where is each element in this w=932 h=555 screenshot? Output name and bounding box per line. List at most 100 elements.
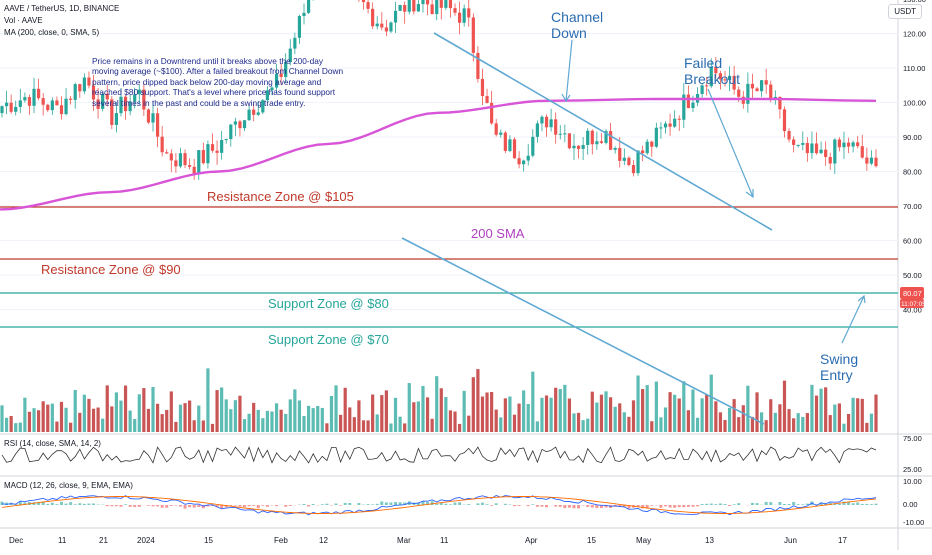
macd-bar <box>788 504 791 505</box>
candle-body <box>380 24 383 28</box>
volume-bar <box>728 408 731 432</box>
macd-bar <box>559 505 562 507</box>
macd-bar <box>261 505 264 506</box>
macd-label: MACD (12, 26, close, 9, EMA, EMA) <box>4 481 133 490</box>
macd-bar <box>303 504 306 505</box>
candle-body <box>582 145 585 149</box>
candle-body <box>481 79 484 96</box>
volume-bar <box>302 416 305 432</box>
volume-bar <box>371 394 374 432</box>
time-tick: 21 <box>99 536 108 545</box>
candle-body <box>453 8 456 13</box>
macd-bar <box>838 504 841 505</box>
macd-bar <box>83 504 86 505</box>
candle-body <box>787 131 790 139</box>
candle-body <box>46 105 49 110</box>
macd-bar <box>481 503 484 505</box>
candle-body <box>161 137 164 153</box>
volume-bar <box>513 415 516 432</box>
volume-bar <box>778 404 781 432</box>
macd-bar <box>161 505 164 508</box>
volume-bar <box>696 418 699 432</box>
volume-bar <box>568 399 571 432</box>
volume-bar <box>5 418 8 432</box>
volume-bar <box>307 406 310 432</box>
candle-body <box>476 53 479 79</box>
candle-body <box>238 121 241 128</box>
candle-body <box>463 8 466 22</box>
candle-body <box>678 119 681 120</box>
macd-bar <box>46 504 49 505</box>
volume-bar <box>636 376 639 432</box>
volume-bar <box>188 401 191 432</box>
volume-bar <box>133 419 136 432</box>
macd-bar <box>257 505 260 508</box>
volume-bar <box>559 389 562 432</box>
macd-bar <box>60 502 63 505</box>
candle-body <box>842 143 845 148</box>
macd-bar <box>449 504 452 505</box>
volume-bar <box>673 395 676 432</box>
volume-bar <box>522 390 525 432</box>
candle-body <box>517 158 520 164</box>
candle-body <box>408 0 411 12</box>
candle-body <box>14 107 17 112</box>
macd-bar <box>87 504 90 505</box>
macd-bar <box>321 504 324 505</box>
volume-bar <box>298 400 301 432</box>
candle-body <box>550 119 553 127</box>
candle-body <box>87 77 90 85</box>
price-tick: 70.00 <box>903 202 922 211</box>
candle-body <box>755 88 758 91</box>
ma-legend: MA (200, close, 0, SMA, 5) <box>4 27 99 38</box>
volume-bar <box>801 417 804 432</box>
candle-body <box>545 117 548 127</box>
candle-body <box>646 142 649 154</box>
candle-body <box>472 17 475 52</box>
volume-bar <box>69 423 72 432</box>
macd-bar <box>723 504 726 505</box>
macd-bar <box>737 503 740 505</box>
macd-bar <box>174 505 177 506</box>
rsi-tick-25: 25.00 <box>903 465 922 474</box>
volume-bar <box>806 413 809 432</box>
swing-entry-text-2: Entry <box>820 367 853 383</box>
volume-bar <box>138 394 141 432</box>
volume-bar <box>64 408 67 432</box>
volume-bar <box>819 389 822 432</box>
macd-bar <box>875 504 878 505</box>
time-tick: 15 <box>204 536 213 545</box>
volume-bar <box>431 419 434 432</box>
macd-bar <box>545 505 548 507</box>
volume-bar <box>28 412 31 432</box>
volume-bar <box>78 413 81 432</box>
candle-body <box>0 106 3 113</box>
candle-body <box>69 99 72 100</box>
volume-bar <box>554 388 557 432</box>
macd-bar <box>371 504 374 505</box>
candle-body <box>806 143 809 153</box>
candle-body <box>618 148 621 161</box>
macd-bar <box>284 505 287 507</box>
candle-body <box>399 5 402 11</box>
macd-bar <box>733 504 736 505</box>
macd-bar <box>65 504 68 505</box>
macd-bar <box>234 505 237 506</box>
macd-bar <box>348 503 351 505</box>
macd-bar <box>74 504 77 505</box>
volume-bar <box>769 399 772 432</box>
currency-button[interactable]: USDT <box>888 4 922 19</box>
volume-bar <box>147 409 150 432</box>
volume-bar <box>110 406 113 432</box>
candle-body <box>865 158 868 164</box>
macd-bar <box>797 504 800 505</box>
macd-bar <box>129 505 132 507</box>
volume-bar <box>179 405 182 432</box>
candle-body <box>691 103 694 108</box>
resistance-90-label: Resistance Zone @ $90 <box>41 262 181 277</box>
symbol-line: AAVE / TetherUS, 1D, BINANCE <box>4 3 119 14</box>
volume-bar <box>353 417 356 432</box>
volume-bar <box>504 398 507 432</box>
macd-bar <box>289 505 292 506</box>
